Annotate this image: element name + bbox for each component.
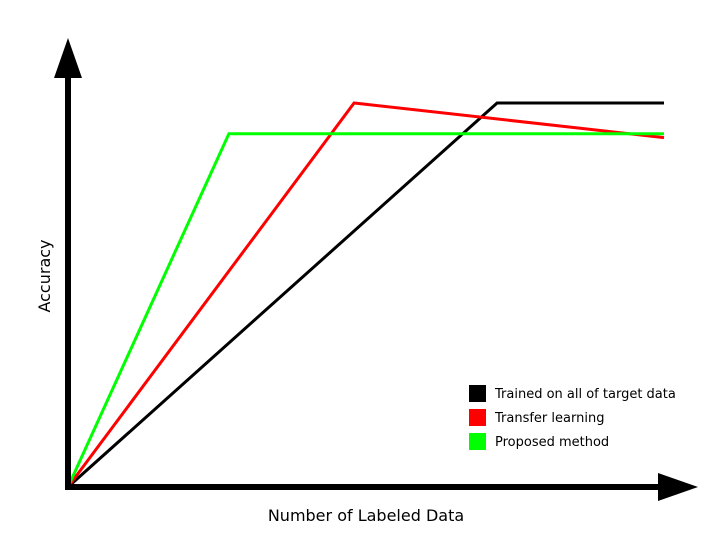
legend-swatch-3 <box>469 433 486 450</box>
series-line-3 <box>66 132 664 488</box>
legend-swatch-1 <box>469 385 486 402</box>
series-line-2 <box>66 101 665 488</box>
series-line-1 <box>66 101 664 489</box>
legend: Trained on all of target data Transfer le… <box>469 385 676 450</box>
y-axis-label: Accuracy <box>35 239 54 312</box>
y-axis-arrow <box>54 38 82 78</box>
legend-swatch-2 <box>469 409 486 426</box>
legend-label-2: Transfer learning <box>494 411 604 426</box>
x-axis-arrow <box>658 473 698 501</box>
x-axis-label: Number of Labeled Data <box>268 506 464 525</box>
series-layer <box>66 101 665 489</box>
legend-label-3: Proposed method <box>495 435 609 450</box>
legend-label-1: Trained on all of target data <box>494 387 676 402</box>
